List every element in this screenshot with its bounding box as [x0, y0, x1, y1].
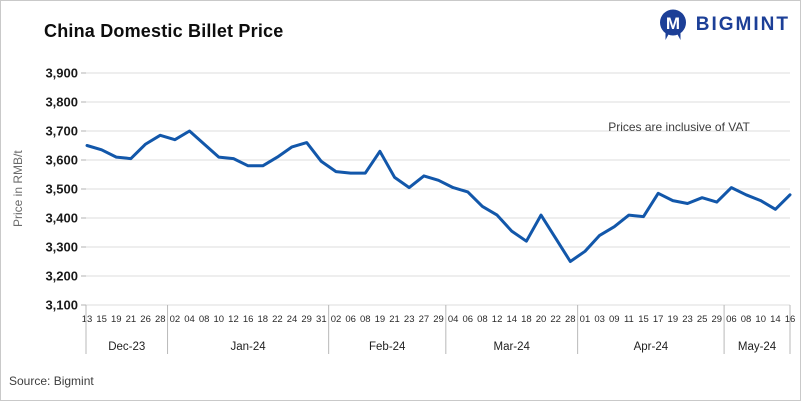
- x-axis-day-label: 08: [360, 314, 371, 325]
- x-axis-day-label: 20: [536, 314, 547, 325]
- x-axis-day-label: 22: [272, 314, 283, 325]
- x-axis-day-label: 06: [345, 314, 356, 325]
- x-axis-month-label: Jan-24: [231, 341, 267, 353]
- x-axis-day-label: 21: [126, 314, 137, 325]
- x-axis-day-label: 22: [550, 314, 561, 325]
- x-axis-day-label: 18: [257, 314, 268, 325]
- x-axis-day-label: 06: [726, 314, 737, 325]
- x-axis-day-label: 25: [697, 314, 708, 325]
- x-axis-day-label: 10: [214, 314, 225, 325]
- x-axis-day-label: 28: [155, 314, 166, 325]
- x-axis-day-label: 06: [463, 314, 474, 325]
- y-axis-label: 3,200: [45, 269, 78, 284]
- x-axis-day-label: 03: [594, 314, 605, 325]
- x-axis-month-label: Dec-23: [108, 341, 145, 353]
- brand-name: BIGMINT: [695, 14, 790, 35]
- x-axis-day-label: 16: [243, 314, 254, 325]
- x-axis-day-label: 12: [228, 314, 239, 325]
- x-axis-day-label: 19: [111, 314, 122, 325]
- x-axis-month-label: Feb-24: [369, 341, 406, 353]
- x-axis-month-label: Apr-24: [634, 341, 669, 353]
- x-axis-day-label: 29: [433, 314, 444, 325]
- x-axis-day-label: 08: [741, 314, 752, 325]
- x-axis-day-label: 09: [609, 314, 620, 325]
- x-axis-day-label: 14: [770, 314, 781, 325]
- x-axis-day-label: 23: [682, 314, 693, 325]
- y-axis-label: 3,400: [45, 211, 78, 226]
- x-axis-day-label: 28: [565, 314, 576, 325]
- x-axis-month-label: Mar-24: [494, 341, 531, 353]
- page-title: China Domestic Billet Price: [44, 21, 284, 41]
- x-axis-day-label: 14: [506, 314, 517, 325]
- vat-annotation: Prices are inclusive of VAT: [608, 120, 750, 134]
- x-axis-day-label: 04: [184, 314, 195, 325]
- y-axis-label: 3,500: [45, 182, 78, 197]
- svg-text:M: M: [666, 14, 680, 33]
- x-axis-day-label: 11: [624, 314, 634, 325]
- x-axis-day-label: 31: [316, 314, 327, 325]
- x-axis-day-label: 19: [668, 314, 679, 325]
- y-axis-label: 3,800: [45, 95, 78, 110]
- x-axis-day-label: 02: [170, 314, 181, 325]
- y-axis-label: 3,900: [45, 66, 78, 81]
- bigmint-logo-icon: M: [659, 9, 686, 40]
- x-axis-day-label: 27: [419, 314, 430, 325]
- y-axis-label: 3,100: [45, 298, 78, 313]
- y-axis-label: 3,300: [45, 240, 78, 255]
- x-axis-day-label: 24: [287, 314, 298, 325]
- x-axis-day-label: 21: [389, 314, 400, 325]
- x-axis-day-label: 18: [521, 314, 532, 325]
- x-axis-day-label: 12: [492, 314, 503, 325]
- source-note: Source: Bigmint: [9, 374, 94, 388]
- x-axis-day-label: 04: [448, 314, 459, 325]
- x-axis-day-label: 29: [711, 314, 722, 325]
- x-axis-day-label: 13: [82, 314, 93, 325]
- price-line: [85, 129, 792, 263]
- x-axis-day-label: 08: [199, 314, 210, 325]
- x-axis-day-label: 10: [755, 314, 766, 325]
- x-axis-day-label: 19: [375, 314, 386, 325]
- x-axis-day-label: 29: [301, 314, 312, 325]
- x-axis-day-label: 15: [638, 314, 649, 325]
- brand-logo: M BIGMINT: [655, 8, 790, 42]
- x-axis-day-label: 15: [96, 314, 107, 325]
- price-line-chart: 3,900 3,800 3,700 3,600 3,500 3,400 3,300 3,200…: [45, 66, 795, 354]
- y-axis-label: 3,700: [45, 124, 78, 139]
- x-axis-month-label: May-24: [738, 341, 777, 353]
- x-axis-day-label: 02: [331, 314, 342, 325]
- x-axis-day-label: 23: [404, 314, 415, 325]
- y-axis-label: 3,600: [45, 153, 78, 168]
- x-axis-day-label: 08: [477, 314, 488, 325]
- x-axis-day-label: 26: [140, 314, 151, 325]
- x-axis-day-label: 01: [580, 314, 591, 325]
- x-axis-day-label: 17: [653, 314, 664, 325]
